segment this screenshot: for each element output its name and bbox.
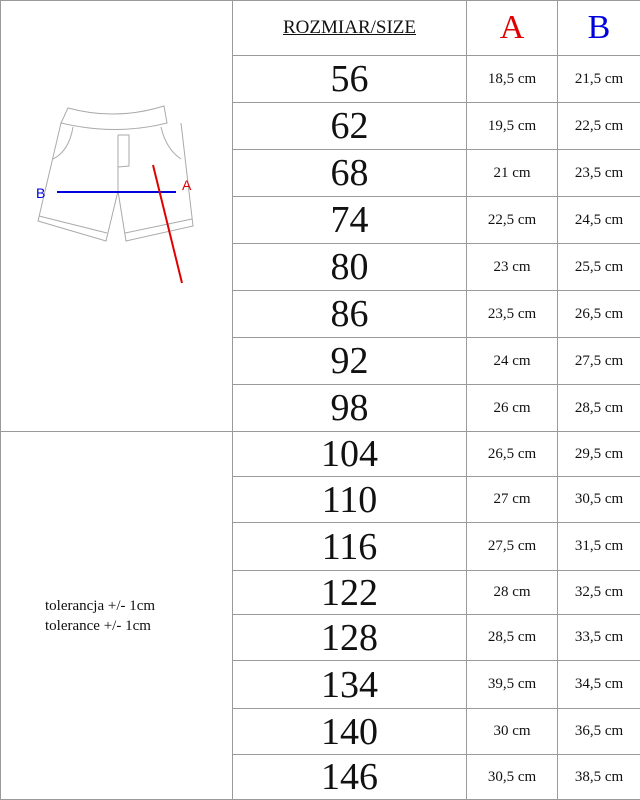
b-cell: 31,5 cm	[558, 523, 640, 571]
shorts-diagram: B A	[1, 26, 233, 402]
measure-a-line	[153, 165, 182, 283]
a-cell: 23,5 cm	[467, 291, 558, 338]
a-cell: 18,5 cm	[467, 56, 558, 103]
b-cell: 29,5 cm	[558, 432, 640, 477]
pockets	[53, 127, 181, 159]
waistband	[61, 106, 167, 130]
size-cell: 128	[233, 615, 467, 661]
a-cell: 19,5 cm	[467, 103, 558, 150]
size-cell: 92	[233, 338, 467, 385]
diagram-cell: B A	[1, 1, 233, 432]
fly	[118, 135, 129, 191]
b-cell: 27,5 cm	[558, 338, 640, 385]
b-cell: 24,5 cm	[558, 197, 640, 244]
b-cell: 26,5 cm	[558, 291, 640, 338]
size-cell: 134	[233, 661, 467, 709]
a-cell: 21 cm	[467, 150, 558, 197]
b-cell: 28,5 cm	[558, 385, 640, 432]
a-cell: 30,5 cm	[467, 755, 558, 800]
b-cell: 32,5 cm	[558, 571, 640, 615]
size-cell: 98	[233, 385, 467, 432]
a-cell: 28,5 cm	[467, 615, 558, 661]
b-cell: 36,5 cm	[558, 709, 640, 755]
size-cell: 140	[233, 709, 467, 755]
b-cell: 21,5 cm	[558, 56, 640, 103]
a-cell: 23 cm	[467, 244, 558, 291]
a-cell: 22,5 cm	[467, 197, 558, 244]
tolerance-text: tolerancja +/- 1cm	[45, 596, 232, 616]
size-cell: 86	[233, 291, 467, 338]
size-cell: 146	[233, 755, 467, 800]
label-a: A	[182, 177, 192, 193]
b-cell: 33,5 cm	[558, 615, 640, 661]
a-cell: 26,5 cm	[467, 432, 558, 477]
tolerance-text: tolerance +/- 1cm	[45, 616, 232, 636]
a-cell: 30 cm	[467, 709, 558, 755]
size-cell: 62	[233, 103, 467, 150]
size-cell: 68	[233, 150, 467, 197]
b-cell: 34,5 cm	[558, 661, 640, 709]
size-cell: 104	[233, 432, 467, 477]
size-cell: 56	[233, 56, 467, 103]
a-cell: 28 cm	[467, 571, 558, 615]
b-cell: 38,5 cm	[558, 755, 640, 800]
size-cell: 74	[233, 197, 467, 244]
header-row: B A ROZMIAR/SIZE A B	[1, 1, 640, 56]
size-cell: 122	[233, 571, 467, 615]
b-cell: 22,5 cm	[558, 103, 640, 150]
a-cell: 24 cm	[467, 338, 558, 385]
size-cell: 80	[233, 244, 467, 291]
size-cell: 116	[233, 523, 467, 571]
b-cell: 23,5 cm	[558, 150, 640, 197]
b-cell: 25,5 cm	[558, 244, 640, 291]
a-cell: 27,5 cm	[467, 523, 558, 571]
size-header: ROZMIAR/SIZE	[233, 1, 467, 56]
a-header: A	[467, 1, 558, 56]
b-cell: 30,5 cm	[558, 477, 640, 523]
a-cell: 27 cm	[467, 477, 558, 523]
a-cell: 39,5 cm	[467, 661, 558, 709]
size-cell: 110	[233, 477, 467, 523]
label-b: B	[36, 185, 45, 201]
b-header: B	[558, 1, 640, 56]
a-cell: 26 cm	[467, 385, 558, 432]
